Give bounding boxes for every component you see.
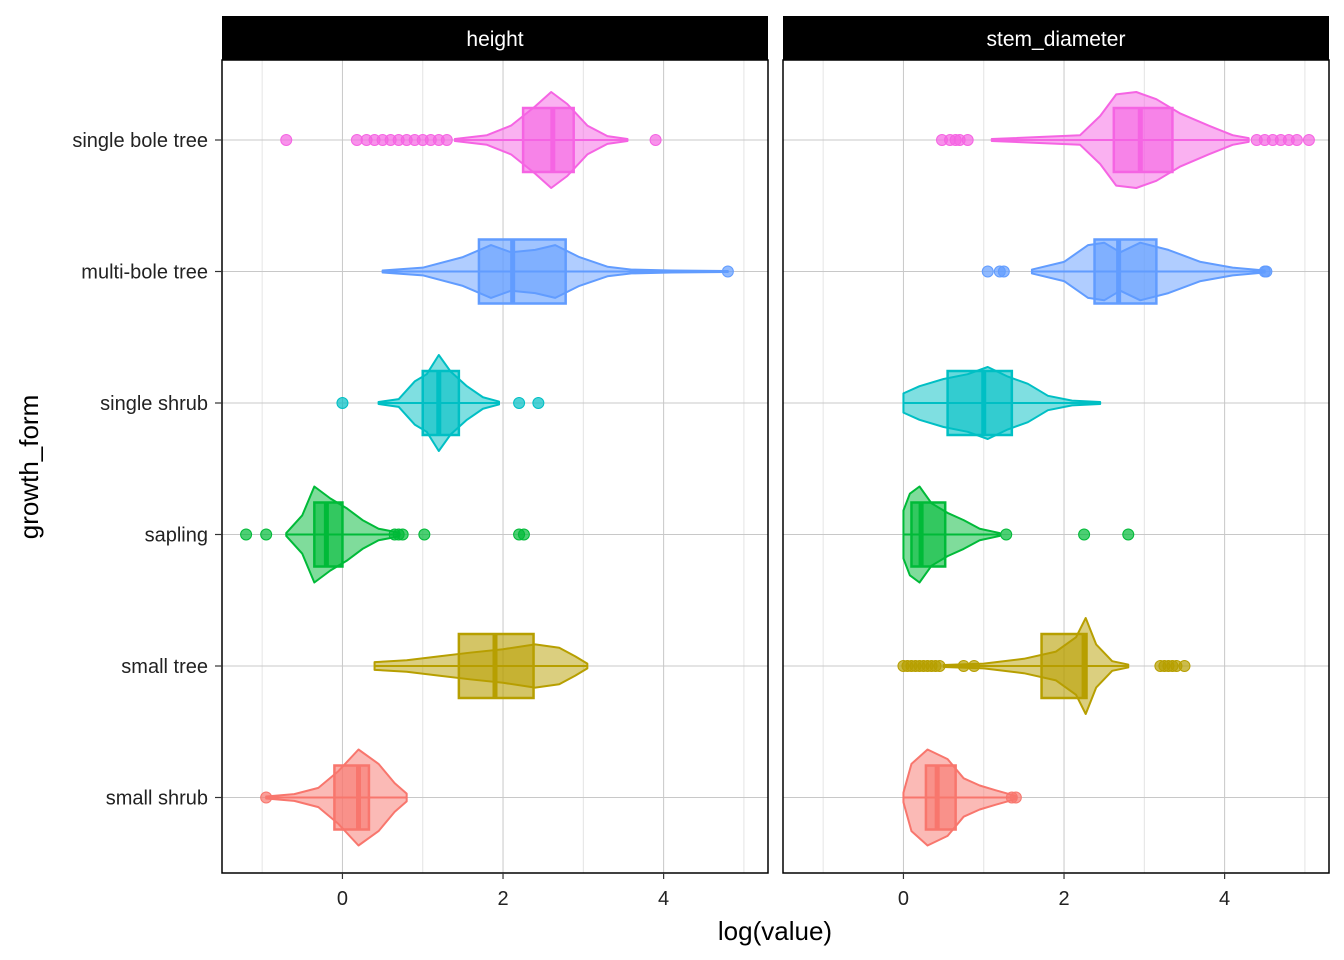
box [333,764,371,831]
x-tick-label: 4 [1219,888,1230,910]
outlier-point [396,528,409,541]
outlier-point [1000,528,1013,541]
outlier-point [1290,134,1303,146]
outlier-point [260,528,273,541]
y-tick-label-single-shrub: single shrub [100,393,208,415]
facet-strip-stem-diameter [783,16,1329,60]
y-tick-label-small-shrub: small shrub [106,788,208,810]
x-axis-title: log(value) [718,916,832,946]
outlier-point [1260,265,1273,278]
outlier-point [933,660,946,672]
facet-label-height: height [466,28,523,51]
outlier-point [517,528,530,541]
x-tick-label: 0 [898,888,909,910]
facet-label-stem-diameter: stem_diameter [987,28,1126,51]
outlier-point [418,528,431,541]
outlier-point [1078,528,1091,541]
outlier-point [721,265,734,278]
outlier-point [336,397,349,409]
box [946,369,1014,437]
outlier-point [997,265,1010,278]
violin-group-single-shrub [902,366,1102,440]
outlier-point [1302,134,1315,146]
y-tick-label-small-tree: small tree [121,656,208,678]
y-axis-labels: small shrub small tree sapling single shrub… [72,130,222,810]
violin-group-multi-bole-tree [981,238,1273,305]
outlier-point [1009,791,1022,804]
x-tick-label: 0 [337,888,348,910]
outlier-point [961,134,974,146]
x-tick-label: 4 [658,888,669,910]
panel-background [222,60,768,873]
x-axis-labels: 0 2 4 0 2 4 [337,873,1230,910]
violin-group-small-shrub [902,748,1022,847]
panel-border [221,59,769,874]
outlier-point [532,397,545,409]
outlier-point [1122,528,1135,541]
box [1040,632,1088,700]
violin-group-sapling [902,485,1135,584]
facet-strip-height [222,16,768,60]
violin-group-single-shrub [336,354,545,452]
x-tick-label: 2 [497,888,508,910]
violin-group-multi-bole-tree [381,238,734,305]
outlier-point [240,528,253,541]
y-axis-title: growth_form [14,395,44,540]
violin-group-small-shrub [260,748,408,847]
violin-group-single-bole-tree [935,91,1315,189]
outlier-point [440,134,453,146]
x-tick-label: 2 [1058,888,1069,910]
y-tick-label-single-bole-tree: single bole tree [72,130,208,152]
box [1112,106,1174,174]
box [477,238,567,305]
y-tick-label-multi-bole-tree: multi-bole tree [81,262,208,284]
panel-border [782,59,1330,874]
panel-background [783,60,1329,873]
panel-height [221,59,769,874]
violin-group-small-tree [897,617,1191,715]
outlier-point [513,397,526,409]
outlier-point [260,791,273,804]
box [924,764,957,831]
panel-stem-diameter [782,59,1330,874]
outlier-point [280,134,293,146]
outlier-point [957,660,970,672]
box [1093,238,1158,305]
outlier-point [649,134,662,146]
violin-group-single-bole-tree [280,91,662,189]
box [910,501,947,568]
outlier-point [968,660,981,672]
outlier-point [981,265,994,278]
violin-group-sapling [240,485,530,584]
violin-group-small-tree [373,632,589,700]
box [521,106,575,174]
y-tick-label-sapling: sapling [145,525,208,547]
outlier-point [1178,660,1191,672]
